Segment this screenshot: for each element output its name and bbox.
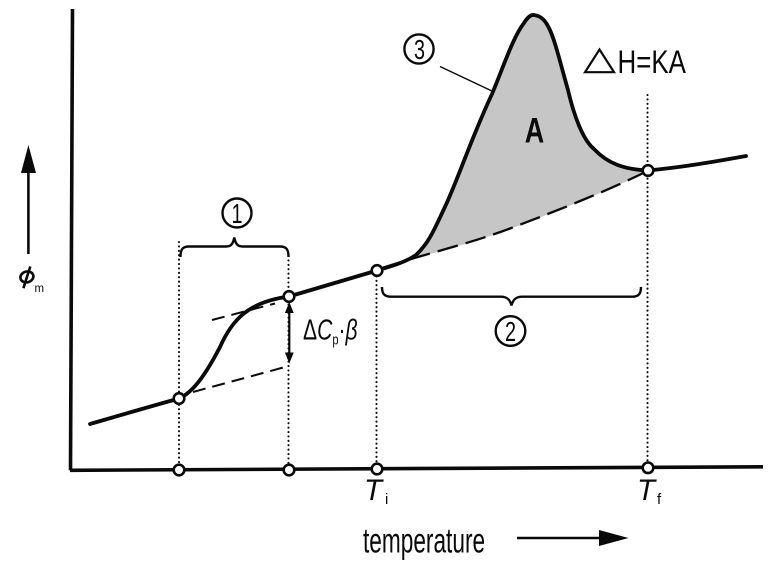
svg-text:3: 3 <box>414 35 425 66</box>
svg-text:ΔCp·β: ΔCp·β <box>303 315 358 348</box>
svg-text:2: 2 <box>505 317 516 348</box>
svg-text:1: 1 <box>231 199 242 230</box>
svg-text:m: m <box>35 283 45 295</box>
svg-text:H=KA: H=KA <box>618 45 687 80</box>
svg-text:Ti: Ti <box>364 474 388 508</box>
svg-text:Tf: Tf <box>637 474 662 508</box>
svg-text:A: A <box>525 110 544 151</box>
svg-text:temperature: temperature <box>363 522 485 561</box>
